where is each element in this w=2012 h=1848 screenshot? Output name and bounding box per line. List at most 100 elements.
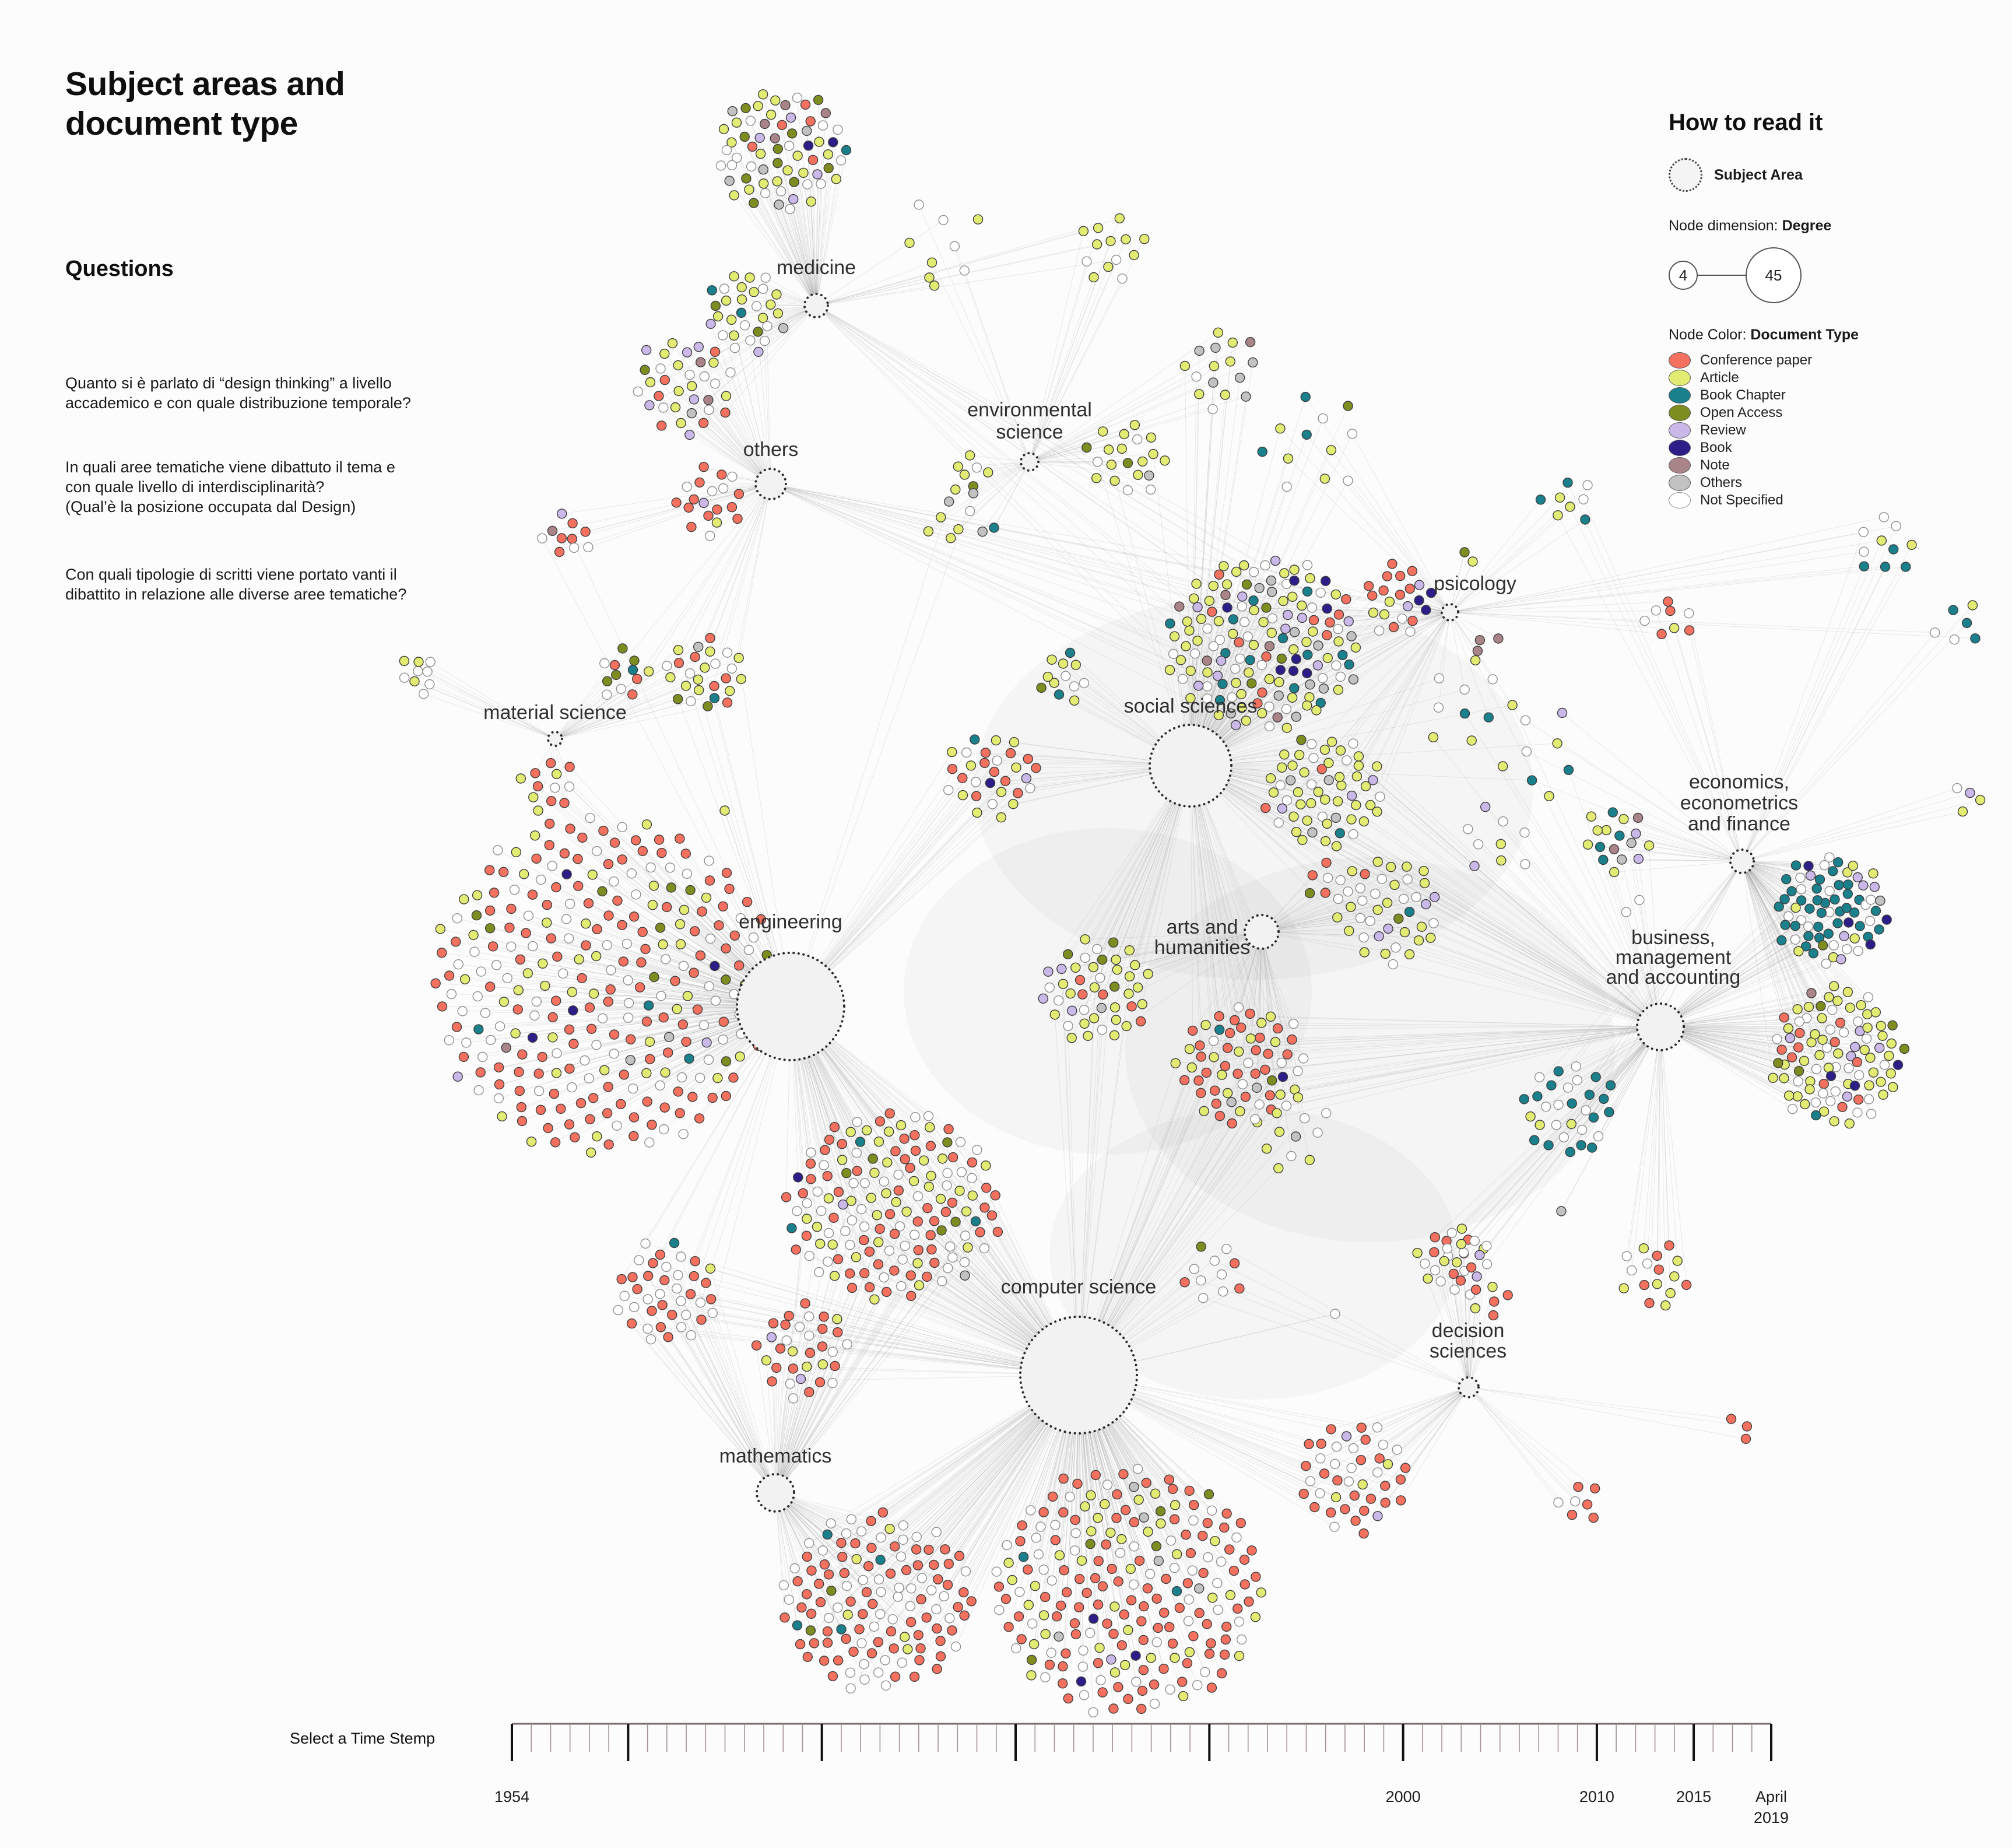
paper-node-article[interactable] [1078, 226, 1089, 236]
paper-node-not_specified[interactable] [1331, 660, 1342, 671]
paper-node-article[interactable] [901, 1207, 912, 1217]
paper-node-not_specified[interactable] [1392, 1444, 1403, 1455]
paper-node-article[interactable] [866, 1193, 877, 1203]
paper-node-open_access[interactable] [786, 128, 798, 139]
paper-node-article[interactable] [658, 939, 668, 950]
paper-node-conference[interactable] [1326, 1424, 1336, 1435]
paper-node-article[interactable] [435, 924, 445, 934]
paper-node-conference[interactable] [1589, 1483, 1600, 1494]
paper-node-not_specified[interactable] [876, 1587, 886, 1597]
paper-node-article[interactable] [660, 1067, 670, 1078]
paper-node-conference[interactable] [1185, 1548, 1196, 1559]
paper-node-review[interactable] [754, 132, 765, 143]
paper-node-not_specified[interactable] [612, 1120, 622, 1131]
paper-node-conference[interactable] [1374, 1453, 1385, 1464]
paper-node-book_chapter[interactable] [1054, 689, 1065, 700]
paper-node-article[interactable] [1975, 795, 1986, 805]
paper-node-open_access[interactable] [610, 669, 621, 681]
paper-node-not_specified[interactable] [1534, 1072, 1545, 1083]
paper-node-article[interactable] [1116, 443, 1128, 454]
paper-node-conference[interactable] [1003, 1622, 1014, 1632]
paper-node-not_specified[interactable] [1930, 627, 1940, 638]
paper-node-article[interactable] [1335, 745, 1346, 756]
paper-node-article[interactable] [1179, 360, 1191, 371]
paper-node-conference[interactable] [1195, 1040, 1205, 1051]
paper-node-article[interactable] [1609, 867, 1620, 878]
paper-node-conference[interactable] [722, 697, 733, 708]
paper-node-article[interactable] [1080, 1501, 1090, 1512]
paper-node-conference[interactable] [564, 1063, 575, 1074]
paper-node-conference[interactable] [692, 1004, 703, 1015]
paper-node-open_access[interactable] [1261, 602, 1272, 613]
paper-node-book_chapter[interactable] [1301, 429, 1312, 440]
paper-node-article[interactable] [1175, 655, 1186, 665]
paper-node-article[interactable] [1844, 1118, 1855, 1129]
paper-node-article[interactable] [648, 881, 659, 891]
paper-node-book_chapter[interactable] [1804, 903, 1815, 914]
paper-node-article[interactable] [1109, 475, 1120, 486]
paper-node-book_chapter[interactable] [1595, 841, 1606, 853]
paper-node-conference[interactable] [1224, 1544, 1235, 1555]
paper-node-article[interactable] [1957, 806, 1968, 817]
paper-node-article[interactable] [908, 1176, 919, 1187]
paper-node-article[interactable] [1028, 1639, 1040, 1650]
paper-node-article[interactable] [1817, 1013, 1827, 1023]
paper-node-not_specified[interactable] [827, 1377, 838, 1388]
paper-node-not_specified[interactable] [1576, 1124, 1588, 1135]
paper-node-article[interactable] [782, 165, 793, 176]
paper-node-book_chapter[interactable] [970, 734, 980, 745]
paper-node-conference[interactable] [742, 896, 753, 907]
paper-node-not_specified[interactable] [739, 320, 750, 331]
paper-node-article[interactable] [1235, 1106, 1245, 1117]
paper-node-review[interactable] [1472, 1271, 1482, 1282]
paper-node-article[interactable] [851, 1554, 862, 1565]
paper-node-article[interactable] [918, 1155, 929, 1166]
paper-node-not_specified[interactable] [1842, 944, 1852, 955]
paper-node-article[interactable] [1287, 760, 1298, 771]
paper-node-conference[interactable] [645, 1054, 655, 1064]
paper-node-article[interactable] [1372, 857, 1383, 867]
paper-node-article[interactable] [1601, 825, 1611, 836]
paper-node-others[interactable] [724, 176, 735, 186]
paper-node-article[interactable] [883, 1126, 894, 1137]
paper-node-not_specified[interactable] [1281, 481, 1292, 492]
paper-node-others[interactable] [1139, 1512, 1149, 1523]
paper-node-book_chapter[interactable] [1529, 1135, 1540, 1145]
paper-node-open_access[interactable] [655, 923, 666, 933]
paper-node-conference[interactable] [1184, 1485, 1195, 1496]
paper-node-article[interactable] [1382, 1459, 1393, 1470]
paper-node-not_specified[interactable] [645, 1334, 656, 1345]
paper-node-article[interactable] [721, 295, 732, 306]
paper-node-article[interactable] [1351, 799, 1361, 811]
paper-node-not_specified[interactable] [1949, 634, 1960, 645]
paper-node-not_specified[interactable] [1346, 1463, 1357, 1474]
paper-node-article[interactable] [1086, 1526, 1097, 1537]
paper-node-not_specified[interactable] [992, 755, 1002, 766]
paper-node-conference[interactable] [820, 1145, 830, 1155]
paper-node-not_specified[interactable] [1230, 664, 1241, 674]
paper-node-conference[interactable] [573, 854, 583, 864]
paper-node-article[interactable] [1070, 660, 1082, 670]
paper-node-conference[interactable] [637, 927, 648, 937]
paper-node-book_chapter[interactable] [1855, 921, 1865, 931]
paper-node-conference[interactable] [1407, 615, 1418, 626]
paper-node-article[interactable] [1644, 840, 1655, 851]
paper-node-not_specified[interactable] [1621, 907, 1632, 917]
paper-node-open_access[interactable] [739, 131, 750, 142]
paper-node-conference[interactable] [911, 1544, 922, 1555]
paper-node-conference[interactable] [619, 1069, 630, 1080]
paper-node-not_specified[interactable] [931, 1604, 942, 1615]
paper-node-conference[interactable] [667, 1310, 677, 1320]
paper-node-conference[interactable] [506, 903, 517, 914]
paper-node-conference[interactable] [890, 1671, 901, 1682]
paper-node-conference[interactable] [1232, 1603, 1243, 1614]
paper-node-review[interactable] [838, 1199, 848, 1210]
paper-node-conference[interactable] [1097, 1581, 1108, 1592]
paper-node-not_specified[interactable] [564, 899, 575, 909]
paper-node-not_specified[interactable] [704, 981, 715, 992]
paper-node-open_access[interactable] [1393, 913, 1404, 924]
paper-node-article[interactable] [937, 1153, 948, 1164]
paper-node-conference[interactable] [564, 762, 575, 772]
paper-node-not_specified[interactable] [1377, 874, 1388, 884]
paper-node-conference[interactable] [1097, 1687, 1108, 1698]
